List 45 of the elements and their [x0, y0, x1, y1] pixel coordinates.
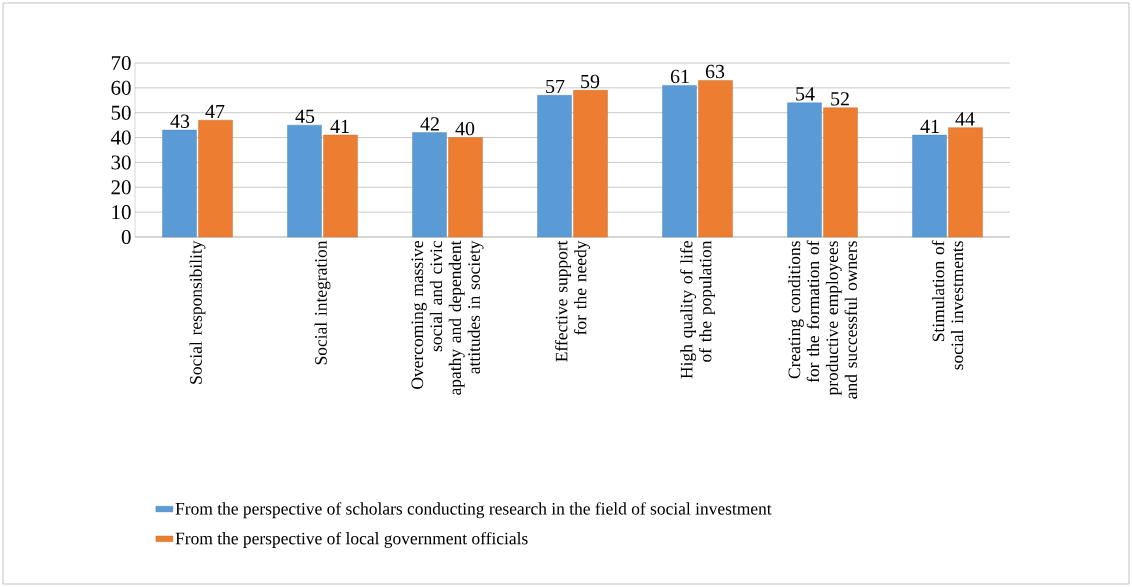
bar — [198, 119, 233, 238]
data-label: 52 — [831, 92, 849, 106]
y-tick-label: 40 — [110, 130, 131, 145]
x-tick-label: Overcoming massive social and civic apathy and dependent attitudes in society — [411, 240, 484, 395]
data-label: 54 — [796, 87, 815, 101]
data-label: 61 — [670, 69, 689, 84]
bar — [162, 129, 197, 238]
data-label: 63 — [705, 64, 725, 79]
data-label: 59 — [581, 74, 600, 89]
data-label: 44 — [955, 112, 975, 126]
bar — [573, 90, 608, 238]
y-tick-label: 10 — [112, 205, 131, 220]
x-tick-label: Effective support for the needy — [555, 240, 590, 362]
y-tick-label: 60 — [111, 80, 131, 95]
y-tick-label: 30 — [111, 155, 131, 170]
data-label: 43 — [170, 114, 190, 128]
data-label: 41 — [920, 119, 939, 133]
data-label: 42 — [420, 117, 439, 131]
bar — [448, 137, 483, 238]
legend-label: From the perspective of scholars conducting research in the field of social investment — [175, 502, 772, 519]
y-tick-label: 20 — [111, 180, 131, 195]
legend-label: From the perspective of local government officials — [175, 531, 528, 548]
bar — [287, 124, 322, 238]
bar — [948, 127, 983, 238]
bar — [787, 102, 822, 238]
bar — [412, 132, 447, 238]
data-label: 41 — [330, 119, 349, 133]
x-tick-label: High quality of life of the population — [680, 240, 715, 379]
x-tick-label: Social integration — [314, 240, 331, 365]
bar — [912, 134, 947, 238]
data-label: 57 — [546, 79, 565, 94]
x-tick-label: Creating conditions for the formation of productive employees and successful owners — [787, 240, 858, 399]
bar — [662, 85, 697, 238]
data-label: 40 — [455, 121, 475, 136]
data-label: 45 — [295, 109, 315, 123]
y-tick-label: 50 — [111, 105, 131, 120]
bar — [698, 80, 733, 238]
y-tick-label: 70 — [111, 55, 131, 71]
x-tick-label: Stimulation of social investments — [931, 240, 964, 370]
y-tick-label: 0 — [121, 229, 131, 245]
data-label: 47 — [205, 104, 225, 118]
x-tick-label: Social responsibility — [189, 240, 206, 384]
bar — [537, 95, 572, 238]
bar — [823, 107, 858, 238]
bar — [323, 134, 358, 238]
